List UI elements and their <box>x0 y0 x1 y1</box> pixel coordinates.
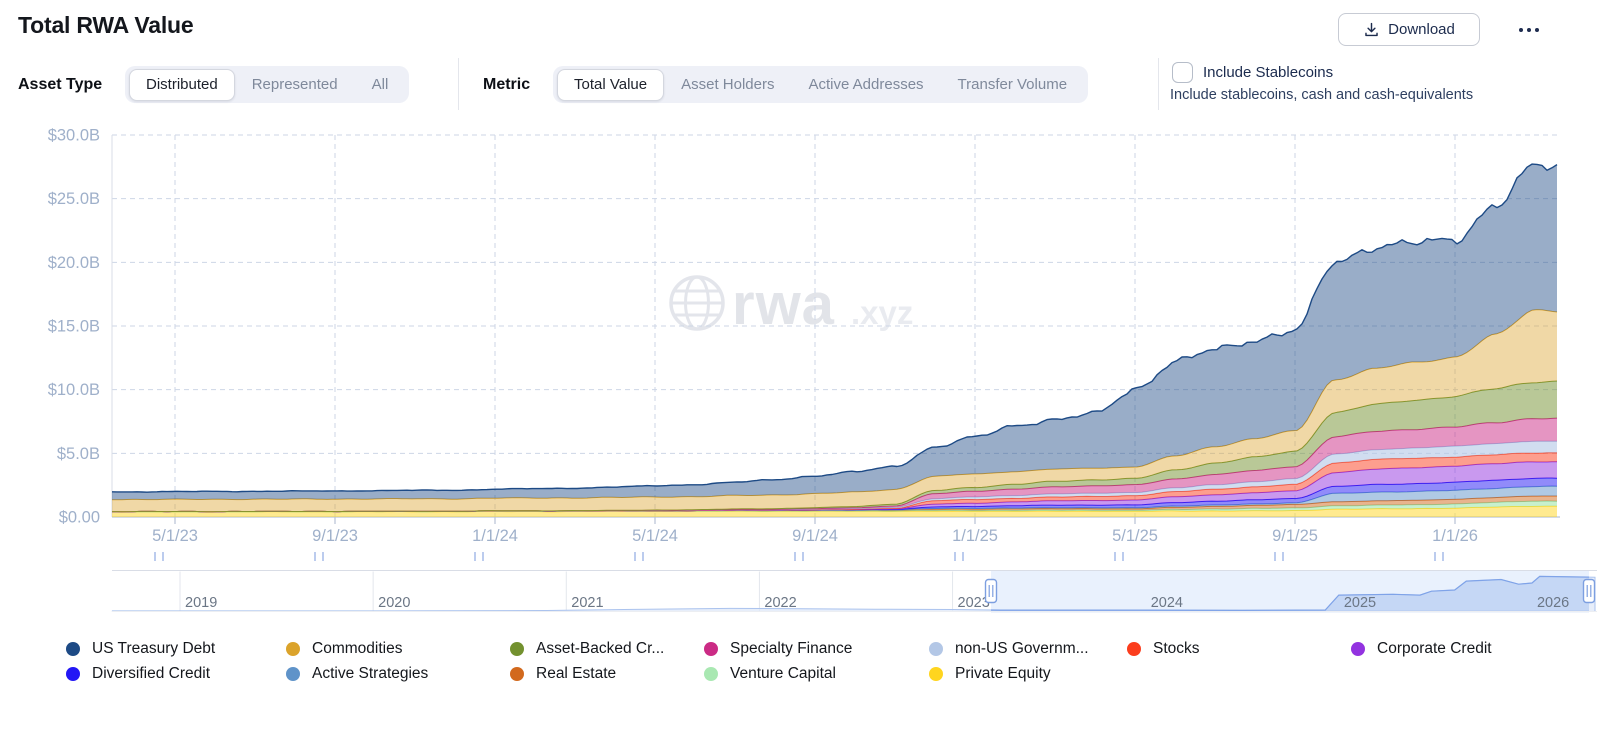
series-area-us-treasury-debt <box>111 163 1558 500</box>
navigator-year-label: 2021 <box>571 595 603 611</box>
metric-segmented-control: Total Value Asset Holders Active Addresses… <box>553 66 1089 103</box>
navigator-year-label: 2020 <box>378 595 410 611</box>
divider <box>1158 58 1159 110</box>
series-area-asset-backed-cr- <box>112 380 1558 513</box>
legend-label: Diversified Credit <box>92 665 211 682</box>
legend-color-dot <box>286 642 300 656</box>
legend-item-venture-capital[interactable]: Venture Capital <box>704 665 836 683</box>
more-options-button[interactable] <box>1510 17 1548 43</box>
navigator: 2019 2020 2021 2022 2023 2024 2025 2026 <box>111 570 1597 613</box>
legend-label: Venture Capital <box>730 665 836 682</box>
y-tick-label: $10.0B <box>48 381 100 399</box>
metric-label: Metric <box>483 76 531 93</box>
series-area-commodities <box>112 309 1558 512</box>
metric-option-asset-holders[interactable]: Asset Holders <box>681 76 775 93</box>
legend-item-commodities[interactable]: Commodities <box>286 640 402 658</box>
page-title: Total RWA Value <box>18 12 194 38</box>
navigator-year-label: 2026 <box>1537 595 1569 611</box>
legend-color-dot <box>510 642 524 656</box>
legend-color-dot <box>66 667 80 681</box>
legend-item-diversified-credit[interactable]: Diversified Credit <box>66 665 210 683</box>
legend-label: non-US Governm... <box>955 640 1089 657</box>
legend-label: Stocks <box>1153 640 1200 657</box>
include-stablecoins-label: Include Stablecoins <box>1203 64 1334 81</box>
include-stablecoins-description: Include stablecoins, cash and cash-equiv… <box>1170 87 1474 103</box>
y-tick-label: $25.0B <box>48 190 100 208</box>
x-axis-labels: 5/1/23 9/1/23 1/1/24 5/1/24 9/1/24 1/1/25 5/1/… <box>152 527 1478 545</box>
asset-type-option-all[interactable]: All <box>371 76 389 93</box>
navigator-year-label: 2019 <box>185 595 217 611</box>
legend-color-dot <box>929 642 943 656</box>
legend-item-corporate-credit[interactable]: Corporate Credit <box>1351 640 1492 658</box>
legend-label: Specialty Finance <box>730 640 853 657</box>
y-tick-label: $30.0B <box>48 127 100 145</box>
download-icon <box>1365 22 1378 37</box>
legend-label: Private Equity <box>955 665 1051 682</box>
legend-color-dot <box>1351 642 1365 656</box>
legend-color-dot <box>66 642 80 656</box>
navigator-year-label: 2025 <box>1344 595 1376 611</box>
legend-color-dot <box>510 667 524 681</box>
x-tick-label: 9/1/23 <box>312 527 358 545</box>
legend-label: Real Estate <box>536 665 617 682</box>
x-tick-label: 9/1/24 <box>792 527 838 545</box>
divider <box>458 58 459 110</box>
download-label: Download <box>1388 21 1455 38</box>
y-tick-label: $5.0B <box>57 445 100 463</box>
ellipsis-icon <box>1518 27 1524 33</box>
navigator-year-label: 2022 <box>764 595 796 611</box>
asset-type-label: Asset Type <box>18 76 103 93</box>
legend-label: Commodities <box>312 640 403 657</box>
stacked-areas <box>111 163 1558 517</box>
legend-label: Asset-Backed Cr... <box>536 640 665 657</box>
y-axis-labels: $30.0B $25.0B $20.0B $15.0B $10.0B $5.0B $0.00 <box>48 127 100 527</box>
x-tick-label: 5/1/25 <box>1112 527 1158 545</box>
navigator-year-label: 2023 <box>958 595 990 611</box>
legend-color-dot <box>286 667 300 681</box>
legend-color-dot <box>704 642 718 656</box>
x-tick-label: 5/1/23 <box>152 527 198 545</box>
asset-type-option-distributed[interactable]: Distributed <box>129 68 235 101</box>
legend-color-dot <box>1127 642 1141 656</box>
metric-option-transfer-volume[interactable]: Transfer Volume <box>957 76 1068 93</box>
metric-option-active-addresses[interactable]: Active Addresses <box>808 76 924 93</box>
watermark: rwa .xyz <box>669 272 913 337</box>
navigator-year-label: 2024 <box>1151 595 1183 611</box>
legend-item-asset-backed-cr-[interactable]: Asset-Backed Cr... <box>510 640 664 658</box>
legend-color-dot <box>704 667 718 681</box>
asset-type-segmented-control: Distributed Represented All <box>125 66 410 103</box>
y-tick-label: $20.0B <box>48 254 100 272</box>
y-tick-label: $15.0B <box>48 318 100 336</box>
legend-item-real-estate[interactable]: Real Estate <box>510 665 616 683</box>
legend-label: Corporate Credit <box>1377 640 1492 657</box>
legend-item-private-equity[interactable]: Private Equity <box>929 665 1051 683</box>
x-tick-label: 1/1/25 <box>952 527 998 545</box>
legend-item-non-us-governm-[interactable]: non-US Governm... <box>929 640 1089 658</box>
legend-color-dot <box>929 667 943 681</box>
navigator-handle-left[interactable] <box>984 578 998 604</box>
watermark-suffix: .xyz <box>851 294 913 331</box>
y-tick-label: $0.00 <box>59 509 100 527</box>
navigator-handle-right[interactable] <box>1582 578 1596 604</box>
include-stablecoins-checkbox[interactable] <box>1172 62 1193 83</box>
watermark-text: rwa <box>732 272 835 337</box>
metric-option-total-value[interactable]: Total Value <box>557 68 665 101</box>
legend-label: Active Strategies <box>312 665 429 682</box>
asset-type-option-represented[interactable]: Represented <box>251 76 338 93</box>
x-tick-label: 9/1/25 <box>1272 527 1318 545</box>
legend-label: US Treasury Debt <box>92 640 216 657</box>
legend-item-active-strategies[interactable]: Active Strategies <box>286 665 428 683</box>
x-tick-label: 1/1/26 <box>1432 527 1478 545</box>
legend-item-specialty-finance[interactable]: Specialty Finance <box>704 640 852 658</box>
download-button[interactable]: Download <box>1338 13 1480 46</box>
legend-item-us-treasury-debt[interactable]: US Treasury Debt <box>66 640 215 658</box>
x-tick-label: 1/1/24 <box>472 527 518 545</box>
x-tick-label: 5/1/24 <box>632 527 678 545</box>
legend-item-stocks[interactable]: Stocks <box>1127 640 1200 658</box>
